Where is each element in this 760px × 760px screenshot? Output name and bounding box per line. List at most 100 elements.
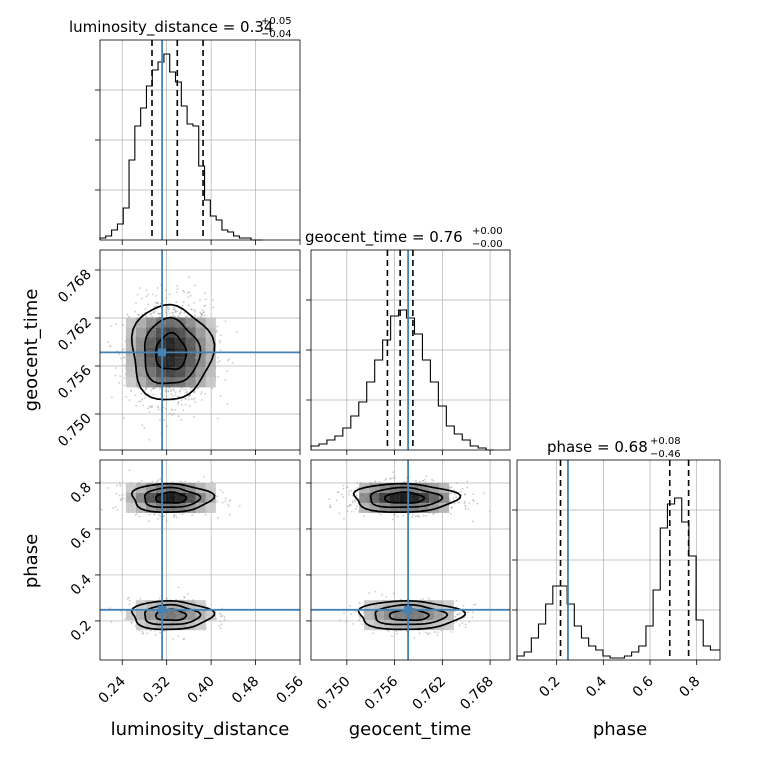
density-cell xyxy=(419,482,430,493)
sample-point xyxy=(176,516,178,519)
sample-point xyxy=(173,516,176,519)
sample-point xyxy=(185,388,188,391)
density-cell xyxy=(393,610,404,621)
contour-line xyxy=(143,486,202,509)
x-tick-label: 0.40 xyxy=(185,674,218,707)
contour-line xyxy=(143,603,202,626)
density-cell xyxy=(205,327,216,338)
panel-frame xyxy=(99,459,301,661)
sample-point xyxy=(152,513,155,516)
sample-point xyxy=(122,497,125,500)
sample-point xyxy=(153,312,156,314)
sample-point xyxy=(329,506,331,508)
sample-point xyxy=(219,341,221,344)
sample-point xyxy=(137,400,140,403)
sample-point xyxy=(221,491,224,494)
sample-point xyxy=(212,306,215,309)
sample-point xyxy=(378,481,381,484)
sample-point xyxy=(141,630,144,633)
panel-frame xyxy=(99,249,301,451)
sample-point xyxy=(381,593,384,596)
density-cell xyxy=(155,357,166,368)
panel-frame xyxy=(310,459,511,661)
density-cell xyxy=(185,327,196,338)
density-cell xyxy=(175,482,186,493)
sample-point xyxy=(175,598,178,601)
sample-point xyxy=(157,312,159,315)
sample-point xyxy=(139,400,142,403)
density-cell xyxy=(175,327,186,338)
y-tick-label: 0.756 xyxy=(55,362,95,402)
sample-point xyxy=(165,395,168,398)
sample-point xyxy=(193,302,195,304)
sample-point xyxy=(425,631,427,634)
sample-point xyxy=(107,341,110,344)
sample-point xyxy=(351,501,354,504)
density-cell xyxy=(373,610,384,621)
sample-point xyxy=(427,633,429,636)
sample-point xyxy=(194,311,196,313)
sample-point xyxy=(122,323,124,326)
density-cell xyxy=(185,317,196,328)
sample-point xyxy=(114,374,117,377)
title-luminosity-distance-plus: +0.05 xyxy=(261,16,292,27)
sample-point xyxy=(450,486,453,488)
sample-point xyxy=(141,424,144,427)
sample-point xyxy=(123,364,126,367)
sample-point xyxy=(159,477,162,480)
sample-point xyxy=(178,390,181,393)
panel-hist-luminosity-distance xyxy=(95,39,301,245)
sample-point xyxy=(188,291,191,294)
density-cell xyxy=(145,502,156,513)
y-tick-label: 0.8 xyxy=(68,480,95,507)
density-cell xyxy=(399,492,410,503)
sample-point xyxy=(217,516,219,519)
sample-point xyxy=(145,388,147,390)
sample-point xyxy=(157,479,160,482)
sample-point xyxy=(466,486,469,489)
sample-point xyxy=(384,479,387,481)
sample-point xyxy=(329,504,331,507)
sample-point xyxy=(171,413,174,416)
sample-point xyxy=(454,615,457,618)
density-cell xyxy=(185,357,196,368)
sample-point xyxy=(167,390,170,393)
sample-point xyxy=(158,419,161,421)
sample-point xyxy=(431,478,433,481)
sample-point xyxy=(227,359,230,362)
sample-point xyxy=(159,392,162,395)
density-cell xyxy=(195,367,206,378)
sample-point xyxy=(118,353,121,356)
sample-point xyxy=(143,427,146,429)
sample-point xyxy=(358,602,361,604)
sample-point xyxy=(347,505,349,508)
truth-marker xyxy=(158,348,167,357)
x-axis-label-luminosity-distance: luminosity_distance xyxy=(111,719,290,740)
sample-point xyxy=(171,311,174,314)
sample-point xyxy=(158,513,160,516)
density-cell xyxy=(205,492,216,503)
sample-point xyxy=(389,477,392,480)
sample-point xyxy=(175,301,178,303)
density-cell xyxy=(145,600,156,611)
sample-point xyxy=(216,325,219,328)
sample-point xyxy=(453,502,456,505)
sample-point xyxy=(169,413,172,415)
sample-point xyxy=(429,632,431,635)
density-cell xyxy=(155,367,166,378)
sample-point xyxy=(343,517,345,520)
sample-point xyxy=(119,498,122,501)
sample-point xyxy=(147,520,150,523)
sample-point xyxy=(352,500,355,502)
sample-point xyxy=(134,310,136,313)
sample-point xyxy=(115,323,118,326)
density-cell xyxy=(195,600,206,611)
sample-point xyxy=(170,393,173,396)
density-cell xyxy=(205,610,216,621)
sample-point xyxy=(110,396,113,399)
sample-point xyxy=(354,500,357,503)
sample-point xyxy=(393,513,396,516)
sample-point xyxy=(224,379,227,381)
density-cell xyxy=(409,502,420,513)
sample-point xyxy=(164,408,167,410)
